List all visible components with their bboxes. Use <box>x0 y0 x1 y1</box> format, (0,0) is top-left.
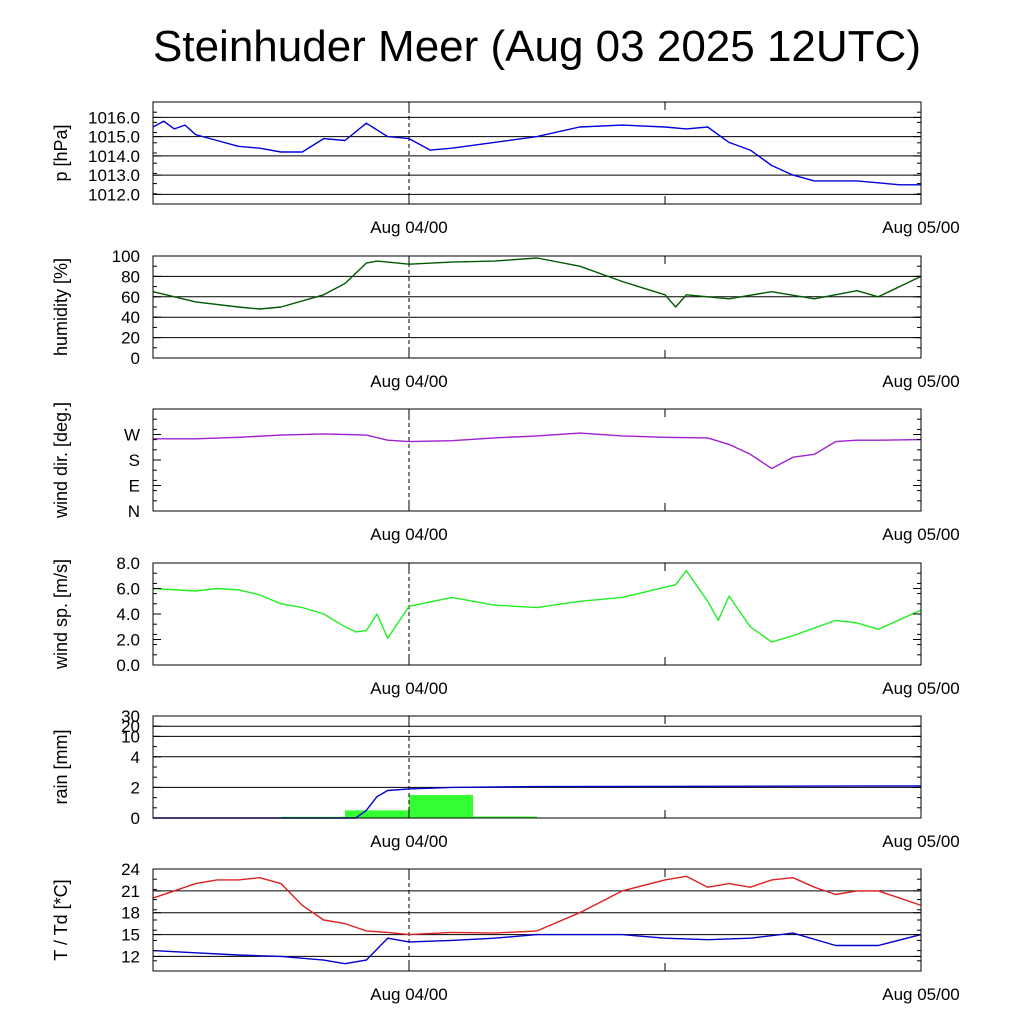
plot-frame <box>152 255 922 359</box>
x-tick-label: Aug 04/00 <box>370 985 448 1004</box>
x-tick-label: Aug 04/00 <box>370 218 448 237</box>
y-tick-label: 0.0 <box>116 656 140 675</box>
y-tick-label: 2.0 <box>116 631 140 650</box>
y-tick-label: N <box>128 502 140 521</box>
plot-frame <box>152 562 922 666</box>
rain-bar <box>345 810 409 818</box>
x-tick-label: Aug 04/00 <box>370 525 448 544</box>
panel-temperature: 12 15 18 21 24 Aug 04/00 Aug 05/00 T / Td [*C] <box>51 860 960 1004</box>
y-axis-label: rain [mm] <box>51 729 71 804</box>
x-tick-label: Aug 04/00 <box>370 372 448 391</box>
y-axis-label: wind sp. [m/s] <box>51 559 71 670</box>
rain-bar <box>473 816 537 818</box>
page-title: Steinhuder Meer (Aug 03 2025 12UTC) <box>153 22 921 71</box>
y-tick-label: 20 <box>121 329 140 348</box>
x-tick-label: Aug 05/00 <box>882 832 960 851</box>
series-line-temperature <box>152 875 922 936</box>
y-tick-label: 24 <box>121 860 140 879</box>
x-tick-label: Aug 04/00 <box>370 832 448 851</box>
y-tick-label: E <box>129 477 140 496</box>
y-tick-label: 21 <box>121 882 140 901</box>
y-tick-label: 60 <box>121 288 140 307</box>
y-tick-label: 0 <box>131 809 140 828</box>
plot-frame <box>152 408 922 512</box>
series-line-pressure <box>152 120 921 186</box>
y-tick-label: W <box>124 426 140 445</box>
y-tick-label: 12 <box>121 947 140 966</box>
y-axis-label: wind dir. [deg.] <box>51 402 71 519</box>
y-tick-label: 0 <box>131 349 140 368</box>
plot-frame <box>152 715 922 819</box>
y-tick-label: 4 <box>131 748 140 767</box>
x-tick-label: Aug 05/00 <box>882 218 960 237</box>
y-tick-label: 10 <box>121 727 140 746</box>
y-tick-label: 6.0 <box>116 580 140 599</box>
y-tick-label: 18 <box>121 904 140 923</box>
series-line-humidity <box>152 257 922 310</box>
y-tick-label: 80 <box>121 267 140 286</box>
y-axis-label: humidity [%] <box>51 258 71 356</box>
y-tick-label: 8.0 <box>116 554 140 573</box>
y-tick-label: 1014.0 <box>88 147 140 166</box>
rain-bar <box>409 795 473 818</box>
x-tick-label: Aug 05/00 <box>882 525 960 544</box>
y-axis-label: T / Td [*C] <box>51 879 71 960</box>
y-tick-label: 20 <box>121 717 140 736</box>
series-line-dewpoint <box>152 932 922 965</box>
series-line-wind_dir <box>153 432 922 470</box>
x-tick-label: Aug 05/00 <box>882 985 960 1004</box>
x-tick-label: Aug 05/00 <box>882 372 960 391</box>
y-tick-label: 1016.0 <box>88 108 140 127</box>
y-tick-label: 2 <box>131 778 140 797</box>
x-tick-label: Aug 04/00 <box>370 679 448 698</box>
y-tick-label: 15 <box>121 926 140 945</box>
panel-wind_speed: 0.0 2.0 4.0 6.0 8.0 Aug 04/00 Aug 05/00 wind sp… <box>51 554 960 698</box>
y-tick-label: S <box>129 451 140 470</box>
series-line-rain_cum <box>153 785 922 819</box>
y-tick-label: 100 <box>112 247 140 266</box>
y-tick-label: 1012.0 <box>88 185 140 204</box>
y-tick-label: 40 <box>121 308 140 327</box>
series-line-wind_speed <box>152 569 922 643</box>
y-tick-label: 1013.0 <box>88 166 140 185</box>
x-tick-label: Aug 05/00 <box>882 679 960 698</box>
y-axis-label: p [hPa] <box>51 124 71 181</box>
y-tick-label: 4.0 <box>116 605 140 624</box>
y-tick-label: 1015.0 <box>88 128 140 147</box>
y-tick-label: 30 <box>121 707 140 726</box>
